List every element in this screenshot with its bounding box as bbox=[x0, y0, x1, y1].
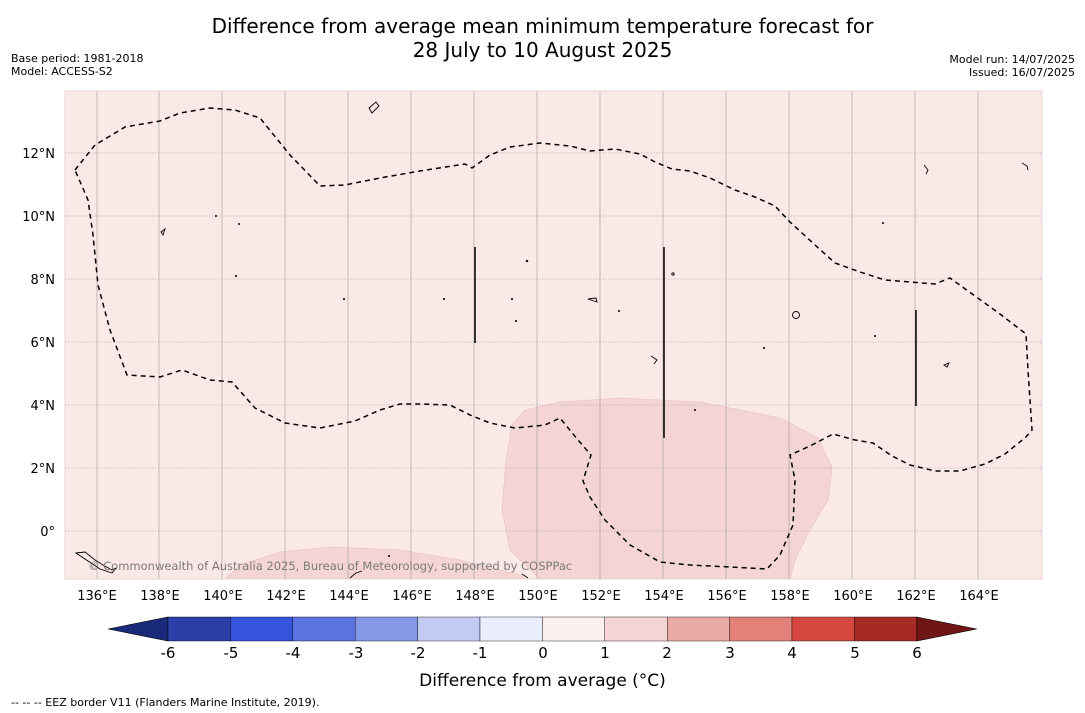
colorbar-segment bbox=[417, 616, 481, 642]
lon-label: 158°E bbox=[770, 589, 810, 604]
issue-info: Model run: 14/07/2025 Issued: 16/07/2025 bbox=[949, 53, 1075, 79]
islands bbox=[74, 101, 1029, 579]
colorbar-tick-label: -3 bbox=[349, 644, 364, 662]
colorbar-segment bbox=[292, 616, 356, 642]
lon-label: 154°E bbox=[644, 589, 684, 604]
base-period-info: Base period: 1981-2018 Model: ACCESS-S2 bbox=[11, 52, 143, 78]
model-run-text: Model run: 14/07/2025 bbox=[949, 53, 1075, 66]
lat-label: 12°N bbox=[22, 147, 55, 162]
lon-label: 146°E bbox=[392, 589, 432, 604]
lat-label: 8°N bbox=[31, 273, 56, 288]
anomaly-region-south bbox=[224, 546, 526, 580]
lat-label: 10°N bbox=[22, 210, 55, 225]
colorbar-segment bbox=[542, 616, 606, 642]
colorbar-tick-label: 6 bbox=[912, 644, 922, 662]
lat-label: 6°N bbox=[31, 336, 56, 351]
longitude-gridlines bbox=[96, 91, 979, 579]
latitude-gridlines bbox=[65, 152, 1042, 532]
colorbar-segment bbox=[230, 616, 293, 642]
colorbar-tick-label: 0 bbox=[538, 644, 548, 662]
colorbar bbox=[107, 616, 977, 642]
title-line-2: 28 July to 10 August 2025 bbox=[412, 38, 673, 62]
colorbar-segment bbox=[355, 616, 418, 642]
map-frame bbox=[64, 90, 1043, 580]
lon-label: 164°E bbox=[959, 589, 999, 604]
vertical-boundary-lines bbox=[474, 247, 917, 438]
lat-label: 2°N bbox=[31, 462, 56, 477]
lon-label: 138°E bbox=[140, 589, 180, 604]
anomaly-region-1-to-2 bbox=[501, 397, 833, 580]
lon-label: 144°E bbox=[329, 589, 369, 604]
lon-label: 136°E bbox=[77, 589, 117, 604]
lon-label: 156°E bbox=[707, 589, 747, 604]
colorbar-tick-label: -1 bbox=[473, 644, 488, 662]
lon-label: 150°E bbox=[518, 589, 558, 604]
lon-label: 152°E bbox=[581, 589, 621, 604]
longitude-labels: 136°E 138°E 140°E 142°E 144°E 146°E 148°… bbox=[77, 589, 999, 604]
copyright-text: © Commonwealth of Australia 2025, Bureau… bbox=[88, 559, 572, 573]
colorbar-segment bbox=[791, 616, 855, 642]
lon-label: 142°E bbox=[266, 589, 306, 604]
model-text: Model: ACCESS-S2 bbox=[11, 65, 113, 78]
colorbar-tick-label: 3 bbox=[725, 644, 735, 662]
lat-label: 4°N bbox=[31, 399, 56, 414]
colorbar-extend-high bbox=[916, 616, 977, 642]
colorbar-segment bbox=[479, 616, 543, 642]
colorbar-tick-label: -2 bbox=[411, 644, 426, 662]
colorbar-tick-label: -5 bbox=[224, 644, 239, 662]
colorbar-tick-label: 4 bbox=[787, 644, 797, 662]
latitude-labels: 12°N 10°N 8°N 6°N 4°N 2°N 0° bbox=[22, 147, 55, 540]
colorbar-segment bbox=[167, 616, 231, 642]
lat-label: 0° bbox=[40, 525, 55, 540]
colorbar-tick-label: -4 bbox=[286, 644, 301, 662]
base-period-text: Base period: 1981-2018 bbox=[11, 52, 144, 65]
colorbar-tick-label: 2 bbox=[662, 644, 672, 662]
colorbar-segment bbox=[729, 616, 793, 642]
colorbar-tick-label: -6 bbox=[161, 644, 176, 662]
title-line-1: Difference from average mean minimum tem… bbox=[211, 14, 874, 38]
colorbar-tick-label: 5 bbox=[850, 644, 860, 662]
colorbar-labels: -6 -5 -4 -3 -2 -1 0 1 2 3 4 5 6 bbox=[161, 644, 922, 662]
colorbar-extend-low bbox=[107, 616, 169, 642]
lon-label: 148°E bbox=[455, 589, 495, 604]
eez-footnote: -- -- -- EEZ border V11 (Flanders Marine… bbox=[11, 696, 320, 709]
colorbar-segment bbox=[667, 616, 730, 642]
issued-text: Issued: 16/07/2025 bbox=[968, 66, 1075, 79]
lon-label: 140°E bbox=[203, 589, 243, 604]
lon-label: 162°E bbox=[896, 589, 936, 604]
colorbar-title: Difference from average (°C) bbox=[419, 671, 666, 691]
eez-borders bbox=[74, 107, 1033, 570]
colorbar-tick-label: 1 bbox=[600, 644, 610, 662]
lon-label: 160°E bbox=[833, 589, 873, 604]
colorbar-segment bbox=[854, 616, 918, 642]
map-title: Difference from average mean minimum tem… bbox=[0, 14, 1085, 62]
colorbar-segment bbox=[604, 616, 668, 642]
